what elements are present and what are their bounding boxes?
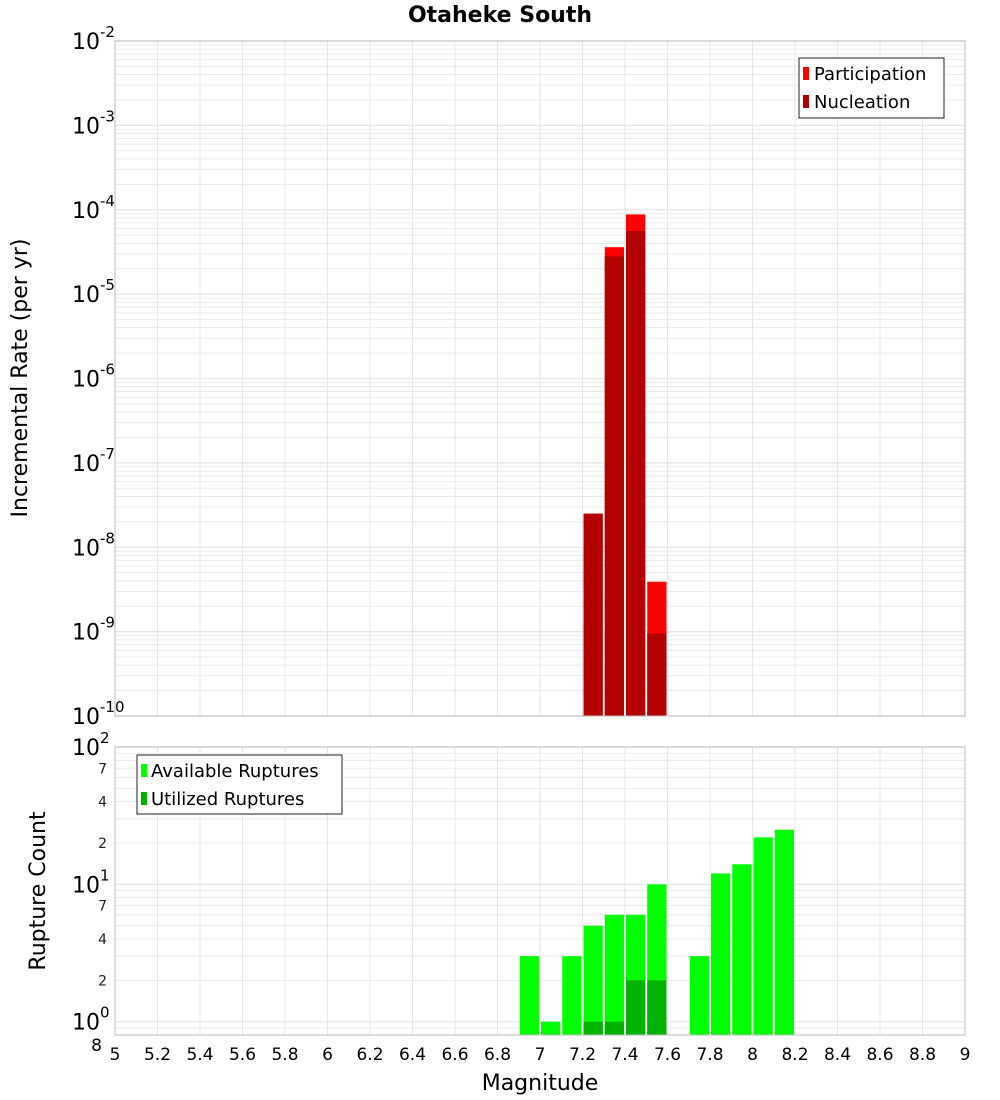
top-y-tick-label: 10-8 bbox=[72, 529, 115, 561]
x-tick-label: 8.2 bbox=[781, 1045, 808, 1065]
top-y-tick-label: 10-9 bbox=[72, 614, 115, 646]
chart-title: Otaheke South bbox=[408, 3, 592, 28]
x-tick-label: 8.8 bbox=[909, 1045, 936, 1065]
utilized-ruptures-bar bbox=[647, 980, 667, 1035]
nucleation-legend-label: Nucleation bbox=[814, 92, 910, 113]
bottom-y-tick-label: 101 bbox=[72, 866, 110, 898]
top-y-tick-exponent: -2 bbox=[100, 23, 115, 41]
available-ruptures-bar bbox=[753, 837, 773, 1035]
bottom-y-tick-label: 7 bbox=[98, 761, 107, 777]
available-ruptures-bar bbox=[732, 864, 752, 1035]
utilized-ruptures-bar bbox=[583, 1021, 603, 1035]
available-ruptures-bar bbox=[519, 956, 539, 1035]
x-tick-label: 5.6 bbox=[229, 1045, 256, 1065]
bottom-y-tick-label: 2 bbox=[98, 836, 107, 852]
participation-legend-label: Participation bbox=[814, 64, 926, 85]
x-tick-label: 8.6 bbox=[866, 1045, 893, 1065]
x-tick-label: 5 bbox=[110, 1045, 121, 1065]
x-tick-label: 6.6 bbox=[441, 1045, 468, 1065]
top-y-tick-exponent: -4 bbox=[100, 192, 115, 210]
top-y-tick-label: 10-4 bbox=[72, 192, 115, 224]
top-y-tick-exponent: -8 bbox=[100, 529, 115, 547]
nucleation-legend-swatch bbox=[803, 95, 809, 108]
bottom-y-axis-label: Rupture Count bbox=[26, 811, 51, 971]
bottom-y-tick-label: 2 bbox=[98, 973, 107, 989]
bottom-legend-box bbox=[136, 754, 343, 815]
bottom-y-tick-exponent: 0 bbox=[100, 1004, 110, 1022]
top-panel-frame bbox=[114, 40, 966, 717]
bottom-y-tick-label: 4 bbox=[98, 932, 107, 948]
available-ruptures-bar bbox=[711, 873, 731, 1035]
top-y-tick-exponent: -5 bbox=[100, 276, 115, 294]
available-legend-swatch bbox=[141, 764, 147, 777]
top-legend-box bbox=[798, 57, 945, 119]
x-tick-labels: 5 5.2 5.4 5.6 5.8 6 6.2 6.4 6.6 6.8 7 7.2 7.4 7.6 7.8 8… bbox=[110, 1045, 971, 1065]
bottom-y-tick-exponent: 2 bbox=[100, 729, 110, 747]
x-tick-label: 6 bbox=[322, 1045, 333, 1065]
x-tick-label: 6.2 bbox=[356, 1045, 383, 1065]
x-tick-label: 5.2 bbox=[144, 1045, 171, 1065]
x-tick-label: 8 bbox=[747, 1045, 758, 1065]
nucleation-bar bbox=[647, 633, 667, 716]
available-ruptures-bar bbox=[689, 956, 709, 1035]
top-y-tick-label: 10-2 bbox=[72, 23, 115, 55]
utilized-legend-swatch bbox=[141, 792, 147, 805]
available-ruptures-bar bbox=[541, 1021, 561, 1035]
participation-legend-swatch bbox=[803, 67, 809, 80]
top-panel-grid bbox=[114, 40, 966, 717]
top-y-tick-exponent: -7 bbox=[100, 445, 115, 463]
nucleation-bar bbox=[604, 256, 624, 716]
bottom-y-tick-label: 7 bbox=[98, 899, 107, 915]
utilized-ruptures-bar bbox=[626, 980, 646, 1035]
x-tick-label: 7.2 bbox=[569, 1045, 596, 1065]
x-tick-label: 7 bbox=[535, 1045, 546, 1065]
x-tick-label: 5.4 bbox=[186, 1045, 213, 1065]
nucleation-bar bbox=[583, 513, 603, 716]
available-ruptures-bar bbox=[774, 829, 794, 1035]
top-y-tick-exponent: -10 bbox=[100, 698, 125, 716]
utilized-ruptures-bar bbox=[604, 1021, 624, 1035]
bottom-panel-frame bbox=[114, 746, 966, 1036]
top-y-axis-label: Incremental Rate (per yr) bbox=[8, 239, 33, 518]
bottom-y-tick-label: 4 bbox=[98, 795, 107, 811]
available-legend-label: Available Ruptures bbox=[151, 761, 319, 782]
top-y-tick-exponent: -3 bbox=[100, 107, 115, 125]
available-ruptures-bar bbox=[562, 956, 582, 1035]
available-ruptures-bar bbox=[583, 925, 603, 1035]
bottom-legend: Available Ruptures Utilized Ruptures bbox=[136, 754, 343, 815]
bottom-y-tick-label: 102 bbox=[72, 729, 110, 761]
utilized-legend-label: Utilized Ruptures bbox=[151, 789, 304, 810]
top-y-tick-label: 10-3 bbox=[72, 107, 115, 139]
x-tick-label: 6.8 bbox=[484, 1045, 511, 1065]
top-panel-bars bbox=[583, 214, 667, 717]
bottom-y-tick-label: 100 bbox=[72, 1004, 110, 1036]
top-legend: Participation Nucleation bbox=[798, 57, 945, 119]
top-y-tick-label: 10-10 bbox=[72, 698, 125, 730]
top-y-tick-label: 10-7 bbox=[72, 445, 115, 477]
nucleation-bar bbox=[626, 230, 646, 716]
top-y-tick-label: 10-5 bbox=[72, 276, 115, 308]
x-tick-label: 8.4 bbox=[824, 1045, 851, 1065]
x-tick-label: 6.4 bbox=[399, 1045, 426, 1065]
bottom-y-tick-label: 8 bbox=[91, 1036, 102, 1056]
x-axis-label: Magnitude bbox=[482, 1071, 599, 1096]
available-ruptures-bar bbox=[604, 914, 624, 1035]
top-y-tick-label: 10-6 bbox=[72, 361, 115, 393]
top-y-tick-exponent: -6 bbox=[100, 361, 115, 379]
bottom-y-tick-exponent: 1 bbox=[100, 866, 110, 884]
x-tick-label: 9 bbox=[960, 1045, 971, 1065]
x-tick-label: 5.8 bbox=[271, 1045, 298, 1065]
x-tick-label: 7.6 bbox=[654, 1045, 681, 1065]
bottom-panel-bars bbox=[519, 829, 794, 1035]
top-y-tick-exponent: -9 bbox=[100, 614, 115, 632]
x-tick-label: 7.4 bbox=[611, 1045, 638, 1065]
x-tick-label: 7.8 bbox=[696, 1045, 723, 1065]
